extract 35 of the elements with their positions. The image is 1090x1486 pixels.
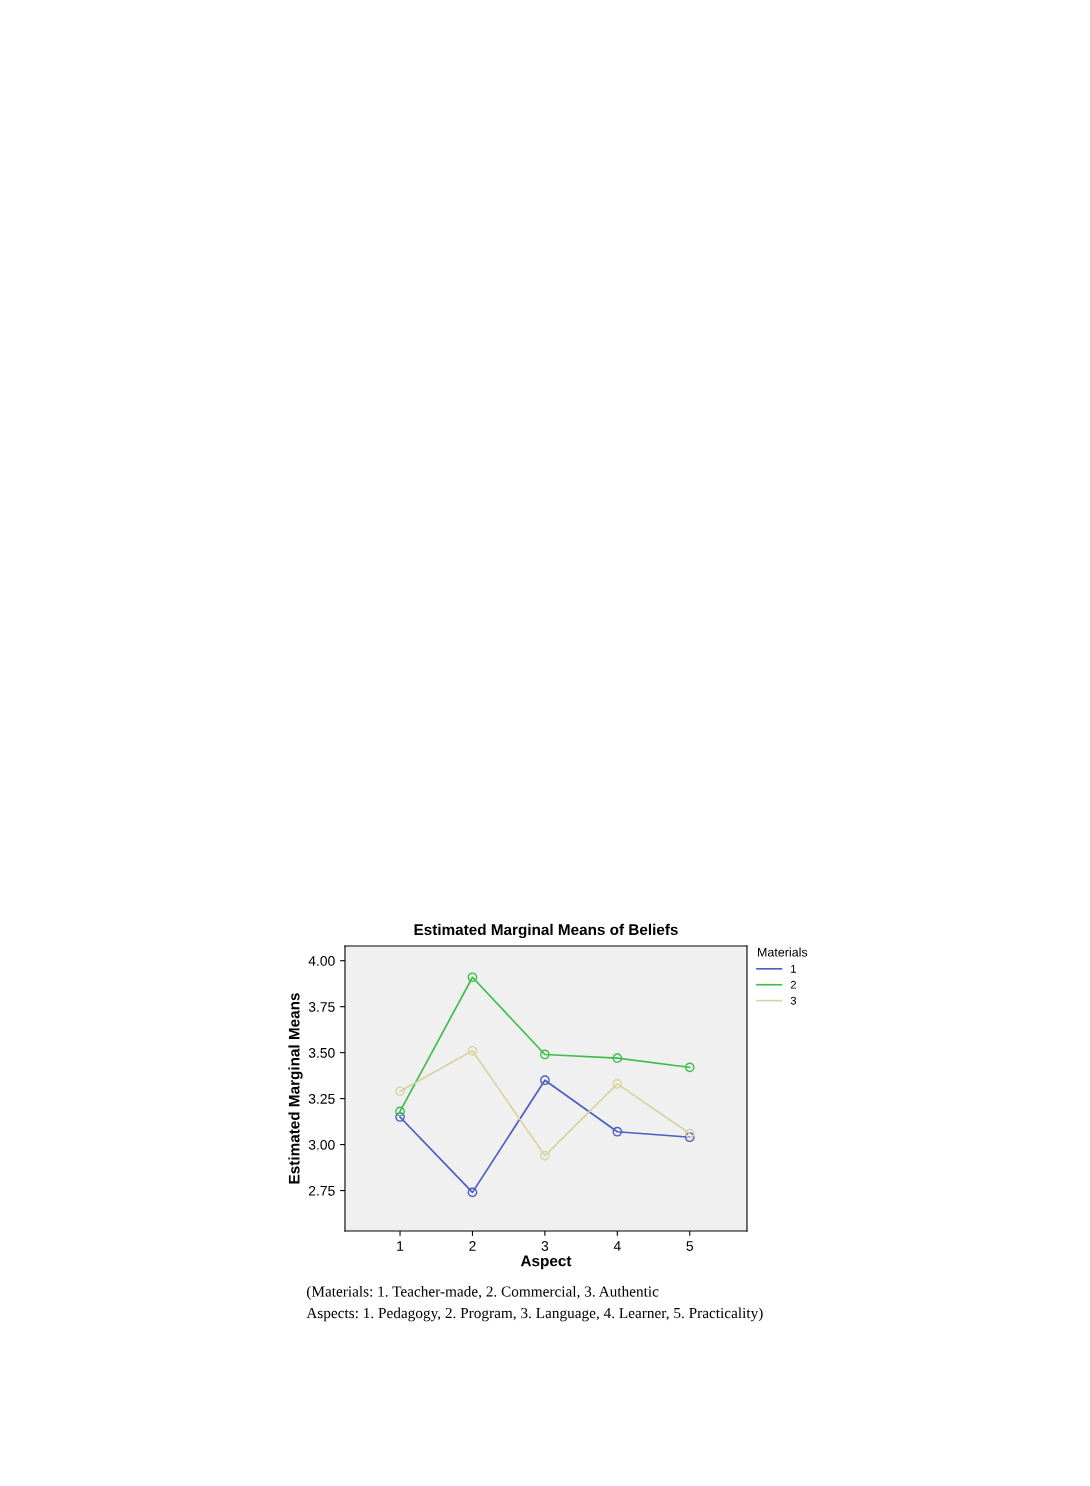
- y-tick-label: 3.00: [308, 1139, 335, 1150]
- y-tick-label: 3.75: [308, 1002, 335, 1012]
- point: [612, 1079, 623, 1089]
- x-axis-title: Aspect: [520, 1255, 572, 1270]
- point: [395, 1106, 405, 1117]
- legend-label: 2: [790, 980, 796, 989]
- legend-label: 1: [791, 965, 796, 973]
- point: [467, 1187, 478, 1198]
- y-tick-label: 3.25: [308, 1093, 335, 1104]
- y-axis-title: Estimated Marginal Means: [288, 993, 303, 1184]
- point: [684, 1132, 695, 1143]
- y-tick-label: 2.75: [308, 1185, 335, 1196]
- point: [395, 1086, 405, 1097]
- point: [540, 1150, 550, 1161]
- x-tick-label: 3: [541, 1241, 549, 1251]
- y-tick-label: 4.00: [308, 956, 335, 966]
- text: Aspects: 1. Pedagogy, 2. Program, 3. Language, 4. Learner, 5. Practicality): [306, 1307, 763, 1322]
- x-tick-label: 2: [469, 1241, 476, 1251]
- y-tick-label: 3.50: [308, 1047, 335, 1058]
- legend-title: Materials: [758, 947, 808, 957]
- x-tick-label: 4: [613, 1241, 621, 1251]
- text: (Materials: 1. Teacher-made, 2. Commercial, 3. Authentic: [306, 1285, 659, 1300]
- point: [612, 1053, 623, 1064]
- point: [467, 1045, 478, 1056]
- x-tick-label: 1: [397, 1241, 404, 1251]
- point: [540, 1075, 550, 1086]
- point: [612, 1126, 623, 1137]
- point: [684, 1128, 695, 1139]
- point: [467, 972, 478, 983]
- point: [395, 1112, 405, 1122]
- point: [540, 1049, 550, 1060]
- point: [684, 1062, 695, 1073]
- chart-title: Estimated Marginal Means of Beliefs: [414, 923, 678, 939]
- legend-label: 3: [790, 996, 796, 1005]
- x-tick-label: 5: [686, 1241, 694, 1251]
